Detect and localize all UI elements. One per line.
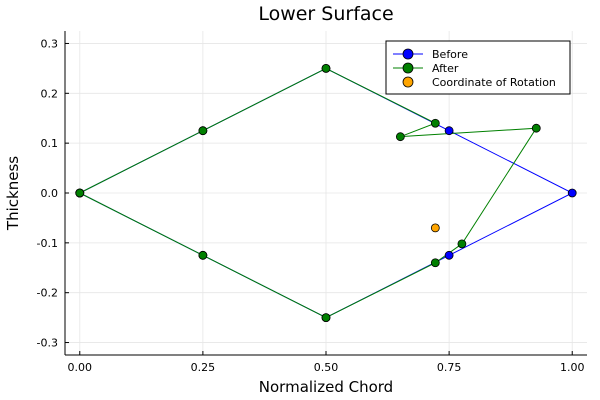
data-point-after <box>321 63 331 73</box>
x-tick-label: 1.00 <box>560 361 585 374</box>
data-point-before <box>444 250 454 260</box>
y-tick-label: -0.2 <box>37 287 58 300</box>
axes-layer: 0.00 0.25 0.50 0.75 1.00 -0.3 -0.2 -0.1 0.0 0.1 0.… <box>37 31 587 374</box>
y-axis-title: Thickness <box>4 156 22 231</box>
y-tick-label: 0.0 <box>41 187 59 200</box>
data-point-after <box>457 239 467 249</box>
legend-label-coordinate-of-rotation: Coordinate of Rotation <box>432 76 556 89</box>
data-point-before <box>567 188 577 198</box>
x-tick-label: 0.25 <box>191 361 216 374</box>
data-point-after <box>395 132 405 142</box>
legend-label-before: Before <box>432 48 468 61</box>
data-point-after <box>75 188 85 198</box>
legend-label-after: After <box>432 62 459 75</box>
legend-marker-coordinate-of-rotation <box>402 76 414 88</box>
data-point-after <box>321 313 331 323</box>
legend-marker-before <box>402 48 414 60</box>
y-tick-label: -0.3 <box>37 337 58 350</box>
data-point-after <box>430 258 440 268</box>
x-tick-label: 0.75 <box>437 361 462 374</box>
data-point-after <box>198 250 208 260</box>
data-point-after <box>531 123 541 133</box>
chart-title: Lower Surface <box>258 3 393 25</box>
x-tick-label: 0.50 <box>314 361 339 374</box>
legend-marker-after <box>402 62 414 74</box>
data-point-after <box>198 126 208 136</box>
data-point-before <box>444 126 454 136</box>
data-point-coordinate-of-rotation <box>430 223 440 233</box>
y-tick-label: 0.3 <box>41 37 59 50</box>
x-axis-title: Normalized Chord <box>259 378 393 396</box>
y-tick-label: 0.1 <box>41 137 59 150</box>
data-point-after <box>430 118 440 128</box>
series-layer <box>75 63 577 323</box>
y-tick-label: 0.2 <box>41 87 59 100</box>
y-tick-label: -0.1 <box>37 237 58 250</box>
x-tick-label: 0.00 <box>68 361 93 374</box>
